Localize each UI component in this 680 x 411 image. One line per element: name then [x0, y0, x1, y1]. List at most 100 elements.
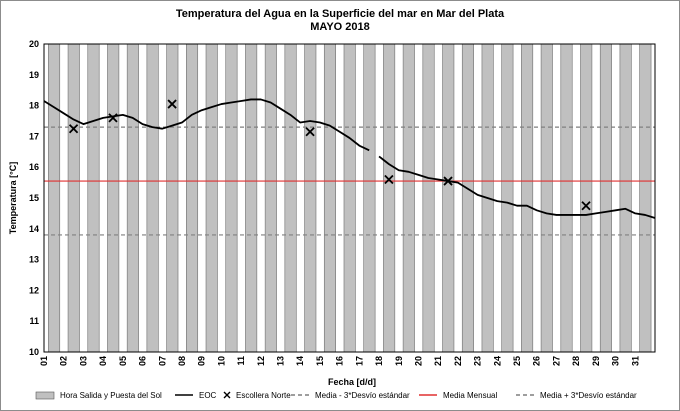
- legend-label: Media - 3*Desvío estándar: [315, 391, 410, 400]
- night-bar: [107, 43, 120, 353]
- night-bar: [126, 43, 139, 353]
- y-tick-label: 19: [29, 70, 39, 80]
- x-tick-label: 26: [532, 356, 542, 366]
- x-tick-label: 24: [492, 356, 502, 366]
- x-tick-label: 07: [157, 356, 167, 366]
- y-tick-label: 20: [29, 39, 39, 49]
- escollera-norte-point: [443, 176, 453, 186]
- y-tick-label: 18: [29, 101, 39, 111]
- x-tick-label: 15: [315, 356, 325, 366]
- series-group: [43, 98, 656, 219]
- y-tick-label: 11: [29, 316, 39, 326]
- x-tick-label: 06: [138, 356, 148, 366]
- legend-night-swatch: [35, 391, 55, 400]
- x-tick-label: 21: [433, 356, 443, 366]
- x-tick-label: 28: [571, 356, 581, 366]
- night-bar: [580, 43, 593, 353]
- x-tick-label: 31: [630, 356, 640, 366]
- night-bar: [146, 43, 159, 353]
- night-bar: [402, 43, 415, 353]
- escollera-norte-point: [167, 99, 177, 109]
- night-bar: [304, 43, 317, 353]
- night-bars-group: [48, 43, 652, 353]
- reference-lines-group: [44, 126, 655, 236]
- x-tick-label: 17: [354, 356, 364, 366]
- x-tick-label: 16: [335, 356, 345, 366]
- night-bar: [619, 43, 632, 353]
- night-bar: [599, 43, 612, 353]
- x-tick-label: 18: [374, 356, 384, 366]
- night-bar: [383, 43, 396, 353]
- legend-label: Escollera Norte: [236, 391, 291, 400]
- night-bar: [166, 43, 179, 353]
- x-tick-label: 12: [256, 356, 266, 366]
- night-bar: [501, 43, 514, 353]
- night-bar: [225, 43, 238, 353]
- y-tick-label: 13: [29, 255, 39, 265]
- night-bar: [186, 43, 199, 353]
- chart-subtitle: MAYO 2018: [310, 21, 370, 33]
- chart-title: Temperatura del Agua en la Superficie de…: [176, 8, 505, 20]
- night-bar: [521, 43, 534, 353]
- y-tick-label: 16: [29, 162, 39, 172]
- y-tick-label: 14: [29, 224, 39, 234]
- x-tick-label: 14: [295, 356, 305, 366]
- escollera-norte-point: [581, 201, 591, 211]
- x-tick-label: 23: [473, 356, 483, 366]
- night-bar: [205, 43, 218, 353]
- night-bar: [422, 43, 435, 353]
- x-tick-label: 08: [177, 356, 187, 366]
- x-tick-label: 27: [551, 356, 561, 366]
- x-tick-label: 13: [276, 356, 286, 366]
- x-tick-label: 22: [453, 356, 463, 366]
- x-tick-label: 20: [413, 356, 423, 366]
- y-tick-label: 12: [29, 285, 39, 295]
- y-axis-ticks: 10 11 12 13 14 15 16 17 18 19 20: [29, 39, 39, 357]
- x-tick-label: 09: [197, 356, 207, 366]
- y-tick-label: 15: [29, 193, 39, 203]
- night-bar: [323, 43, 336, 353]
- x-tick-label: 05: [118, 356, 128, 366]
- x-tick-label: 11: [236, 356, 246, 366]
- eoc-series-line: [43, 98, 656, 219]
- x-tick-label: 10: [216, 356, 226, 366]
- night-bar: [264, 43, 277, 353]
- night-bar: [67, 43, 80, 353]
- escollera-norte-point: [384, 174, 394, 185]
- legend-label: Media + 3*Desvío estándar: [540, 391, 637, 400]
- x-axis-ticks: 01 02 03 04 05 06 07 08 09 10 11 12 13 14 15 16 17 18 19 20…: [39, 356, 640, 366]
- x-tick-label: 25: [512, 356, 522, 366]
- legend-label: Hora Salida y Puesta del Sol: [60, 391, 162, 400]
- x-tick-label: 02: [59, 356, 69, 366]
- legend-label: Media Mensual: [443, 391, 497, 400]
- x-axis-label: Fecha [d/d]: [328, 377, 376, 387]
- y-tick-label: 10: [29, 347, 39, 357]
- night-bar: [363, 43, 376, 353]
- night-bar: [284, 43, 297, 353]
- legend: Hora Salida y Puesta del Sol EOC Escollera…: [35, 391, 637, 400]
- legend-escollera-swatch: [223, 391, 231, 399]
- x-tick-label: 19: [394, 356, 404, 366]
- escollera-norte-point: [305, 127, 315, 137]
- x-tick-label: 03: [78, 356, 88, 366]
- y-axis-label: Temperatura [°C]: [8, 162, 18, 234]
- legend-label: EOC: [199, 391, 217, 400]
- x-tick-label: 01: [39, 356, 49, 366]
- night-bar: [48, 43, 61, 353]
- night-bar: [639, 43, 652, 353]
- night-bar: [87, 43, 100, 353]
- night-bar: [245, 43, 258, 353]
- y-tick-label: 17: [29, 131, 39, 141]
- escollera-norte-point: [108, 113, 118, 123]
- plot-area-border: [43, 43, 656, 353]
- x-tick-label: 29: [591, 356, 601, 366]
- night-bar: [540, 43, 553, 353]
- night-bar: [343, 43, 356, 353]
- x-tick-label: 30: [611, 356, 621, 366]
- night-bar: [442, 43, 455, 353]
- x-tick-label: 04: [98, 356, 108, 366]
- escollera-norte-point: [68, 124, 79, 134]
- night-bar: [560, 43, 573, 353]
- night-bar: [461, 43, 474, 353]
